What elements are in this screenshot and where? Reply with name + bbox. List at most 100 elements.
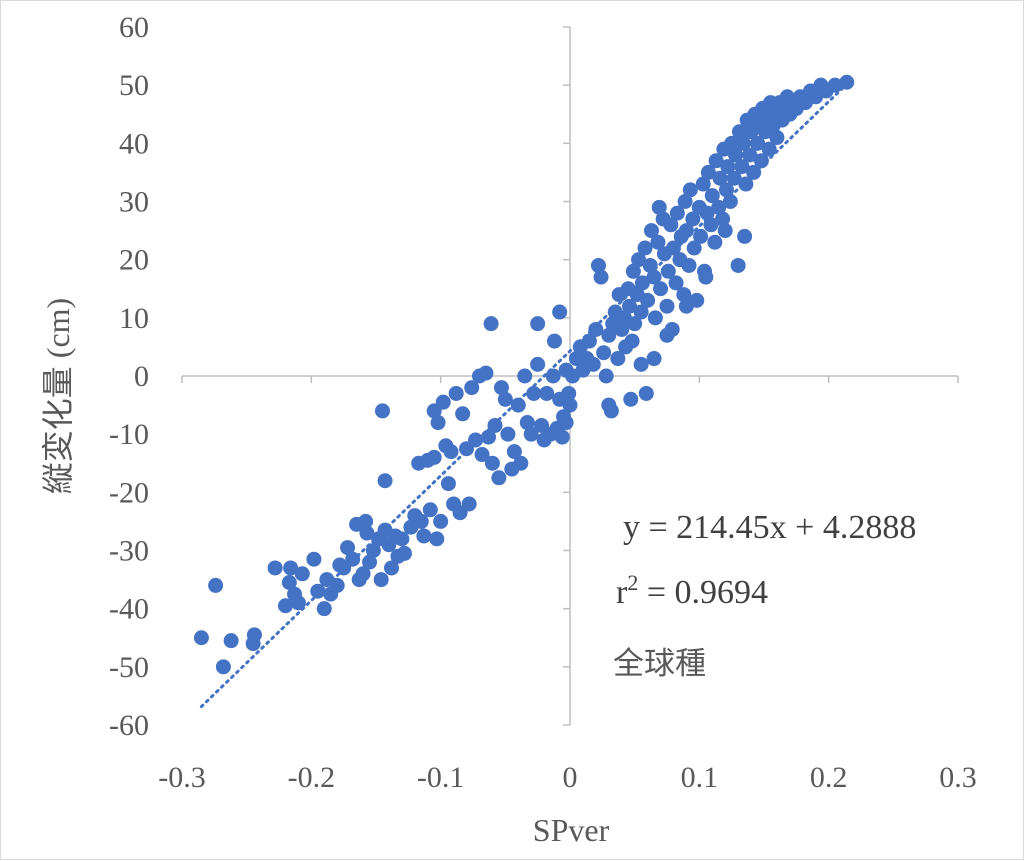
y-tick-label: -20 — [109, 476, 149, 509]
y-axis-title: 縦変化量 (cm) — [40, 298, 76, 494]
data-point — [373, 572, 389, 588]
data-point — [596, 345, 612, 361]
data-point — [526, 385, 542, 401]
data-point — [306, 551, 322, 567]
data-point — [539, 385, 555, 401]
data-point — [294, 566, 310, 582]
x-tick-label: -0.2 — [288, 761, 336, 794]
data-point — [699, 205, 715, 221]
data-point — [493, 380, 509, 396]
data-point — [682, 182, 698, 198]
data-point — [394, 531, 410, 547]
data-point — [603, 403, 619, 419]
data-point — [193, 630, 209, 646]
data-point — [631, 252, 647, 268]
data-point — [519, 415, 535, 431]
data-point — [700, 164, 716, 180]
data-point — [562, 397, 578, 413]
data-point — [660, 263, 676, 279]
y-tick-label: 10 — [119, 302, 149, 335]
data-point — [588, 321, 604, 337]
data-point — [678, 298, 694, 314]
data-point — [552, 304, 568, 320]
y-tick-label: 40 — [119, 127, 149, 160]
data-point — [500, 426, 516, 442]
data-point — [329, 577, 345, 593]
data-point — [267, 560, 283, 576]
data-point — [581, 333, 597, 349]
y-tick-labels: 60 50 40 30 20 10 0 -10 -20 -30 -40 -50 -60 — [109, 11, 149, 742]
data-point — [558, 415, 574, 431]
y-tick-label: 60 — [119, 11, 149, 44]
data-point — [678, 223, 694, 239]
y-tick-label: 50 — [119, 69, 149, 102]
data-point — [530, 356, 546, 372]
data-point — [461, 496, 477, 512]
data-point — [359, 525, 375, 541]
data-point — [637, 240, 653, 256]
data-point — [728, 147, 744, 163]
data-point — [650, 234, 666, 250]
data-point — [722, 194, 738, 209]
data-point — [413, 513, 429, 529]
data-point — [464, 380, 480, 396]
data-point — [651, 199, 667, 215]
data-point — [659, 298, 675, 314]
data-point — [281, 574, 297, 590]
data-point — [642, 257, 658, 273]
data-point — [396, 545, 412, 561]
data-point — [484, 455, 500, 471]
data-point — [223, 633, 239, 649]
data-point — [362, 554, 378, 570]
data-point — [707, 234, 723, 250]
data-point — [730, 257, 746, 273]
data-point — [316, 601, 332, 617]
data-point — [634, 275, 650, 291]
y-tick-label: 30 — [119, 186, 149, 219]
data-point — [433, 513, 449, 529]
data-point — [653, 281, 669, 297]
data-point — [590, 257, 606, 273]
data-point — [585, 356, 601, 372]
data-point — [734, 159, 750, 175]
data-point — [345, 551, 361, 567]
data-point — [742, 147, 758, 163]
data-point — [711, 199, 727, 215]
regression-equation: y = 214.45x + 4.2888 — [623, 509, 916, 546]
data-point — [717, 223, 733, 239]
data-point — [377, 473, 393, 489]
data-point — [750, 135, 766, 151]
data-point — [530, 316, 546, 332]
data-point — [435, 394, 451, 410]
data-point — [627, 316, 643, 332]
y-tick-label: -40 — [109, 593, 149, 626]
data-point — [686, 240, 702, 256]
data-point — [208, 577, 224, 593]
data-point — [668, 275, 684, 291]
data-point — [663, 217, 679, 233]
data-point — [720, 159, 736, 175]
data-point — [474, 447, 490, 463]
data-point — [483, 316, 499, 332]
data-point — [715, 211, 731, 227]
data-point — [440, 476, 456, 492]
data-point — [478, 365, 494, 381]
data-point — [769, 130, 785, 146]
data-point — [513, 455, 529, 471]
data-point — [659, 327, 675, 343]
data-point — [646, 269, 662, 285]
data-point — [481, 429, 497, 445]
data-point — [746, 164, 762, 180]
data-point — [669, 205, 685, 221]
y-tick-label: -10 — [109, 418, 149, 451]
data-point — [310, 583, 326, 599]
data-point — [523, 426, 539, 442]
data-point — [695, 176, 711, 192]
data-point — [468, 432, 484, 448]
x-tick-label: 0 — [563, 761, 578, 794]
data-point — [215, 659, 231, 675]
r-squared-label: r2 = 0.9694 — [616, 570, 768, 611]
y-tick-label: -60 — [109, 709, 149, 742]
